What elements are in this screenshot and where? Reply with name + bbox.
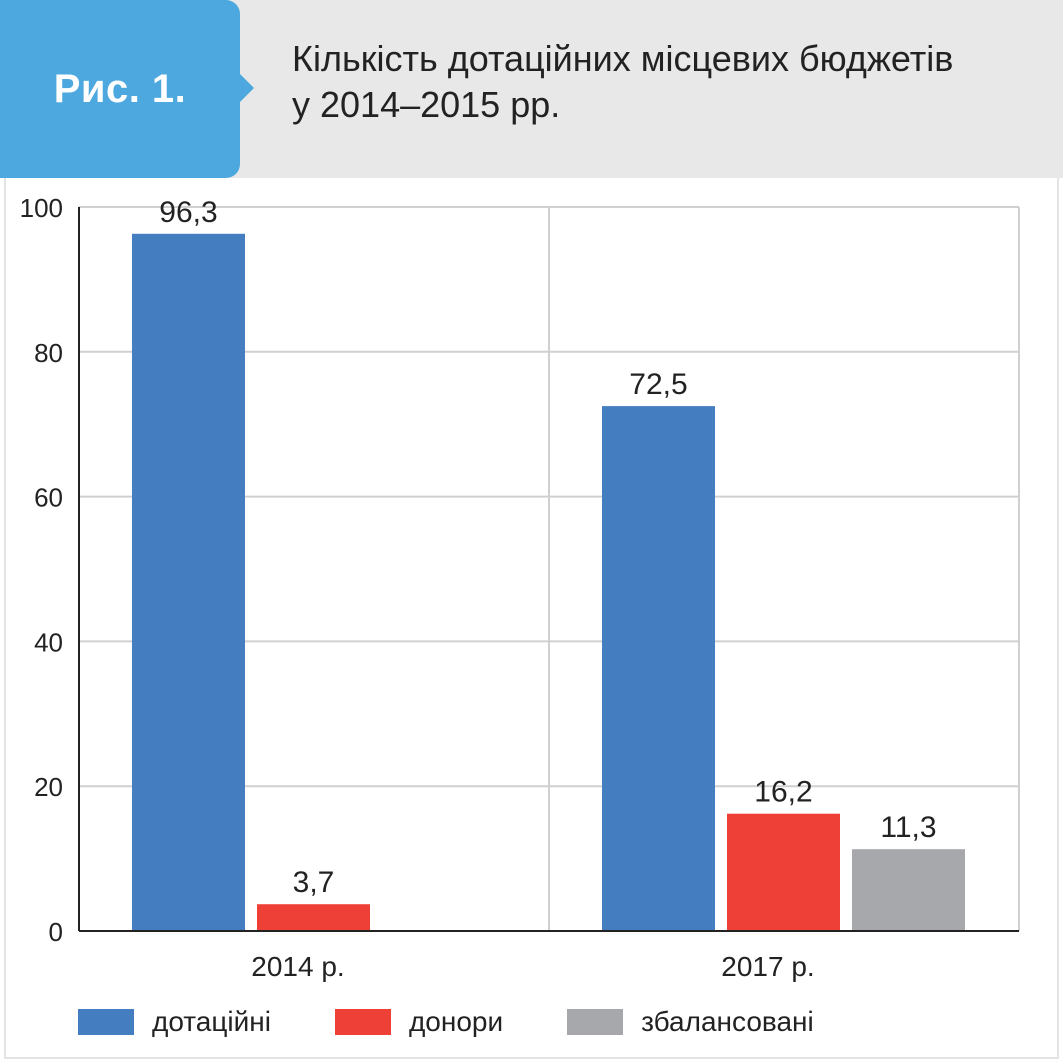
- figure-label: Рис. 1.: [53, 66, 187, 111]
- legend-item-zbalansovani: збалансовані: [567, 1006, 814, 1038]
- data-label-1-1: 16,2: [754, 776, 812, 809]
- legend-label-dotatsiini: дотаційні: [152, 1006, 271, 1037]
- y-tick-label-80: 80: [34, 338, 63, 368]
- y-tick-label-0: 0: [49, 917, 63, 947]
- figure-badge: Рис. 1.: [0, 0, 240, 178]
- legend-label-zbalansovani: збалансовані: [641, 1006, 814, 1037]
- legend-item-dotatsiini: дотаційні: [78, 1006, 271, 1038]
- bar-chart: 0 20 40 60 80 100 96,3 3,7 2014 р. 72,5 16,2 11,3 20…: [20, 193, 1020, 982]
- legend-item-donory: донори: [334, 1006, 504, 1038]
- chart-title-line-1: Кількість дотаційних місцевих бюджетів: [292, 38, 954, 79]
- legend-swatch-donory: [334, 1009, 391, 1035]
- legend-label-donory: донори: [408, 1006, 504, 1037]
- x-tick-label-1: 2017 р.: [721, 951, 814, 982]
- bar-zbalansovani-1: [852, 849, 965, 931]
- legend-swatch-dotatsiini: [78, 1009, 134, 1035]
- badge-arrow-icon: [238, 72, 254, 104]
- chart-title: Кількість дотаційних місцевих бюджетів у…: [292, 36, 1042, 128]
- legend-swatch-zbalansovani: [567, 1009, 624, 1035]
- data-label-2-1: 11,3: [880, 811, 936, 844]
- x-tick-label-0: 2014 р.: [251, 951, 344, 982]
- y-tick-label-60: 60: [34, 483, 63, 513]
- bar-donory-0: [257, 904, 370, 931]
- data-label-0-1: 72,5: [629, 368, 687, 401]
- bar-dotatsiini-1: [602, 406, 715, 932]
- chart-legend: дотаційні донори збалансовані: [78, 1002, 878, 1042]
- y-tick-label-20: 20: [34, 772, 63, 802]
- bar-dotatsiini-0: [132, 233, 245, 932]
- bar-donory-1: [727, 813, 840, 931]
- data-label-0-0: 96,3: [159, 196, 217, 229]
- y-tick-label-40: 40: [34, 627, 63, 657]
- chart-frame: [4, 178, 1059, 1059]
- data-label-1-0: 3,7: [293, 866, 335, 899]
- y-tick-label-100: 100: [20, 193, 63, 223]
- chart-title-line-2: у 2014–2015 рр.: [292, 84, 561, 125]
